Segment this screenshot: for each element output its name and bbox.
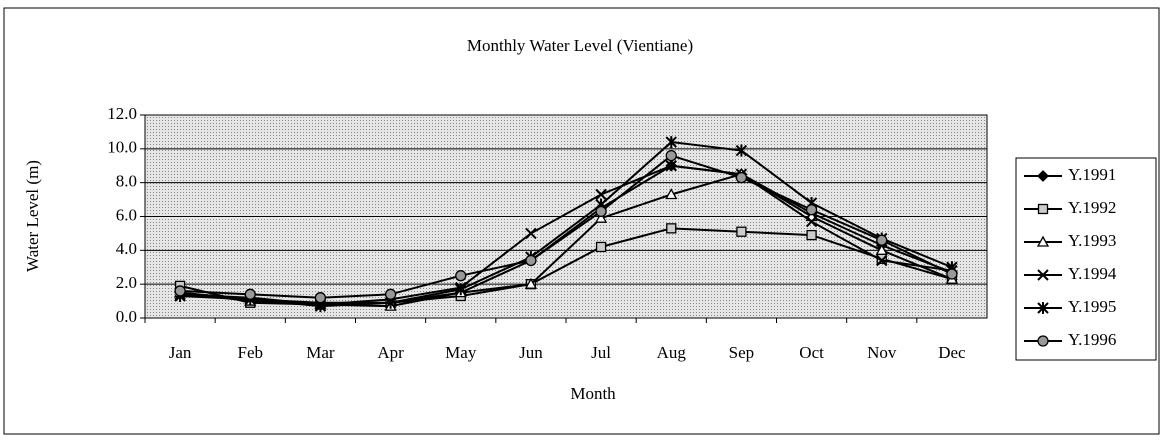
marker — [735, 144, 748, 157]
x-tick-label: Sep — [729, 343, 755, 362]
y-tick-label: 8.0 — [116, 172, 137, 191]
marker — [876, 254, 888, 267]
marker — [736, 226, 747, 237]
marker — [314, 292, 327, 304]
series-line — [180, 141, 953, 308]
y-tick-label: 4.0 — [116, 239, 137, 258]
marker — [525, 227, 537, 240]
legend-box — [1015, 157, 1157, 361]
marker — [1037, 170, 1049, 182]
x-tick-label: May — [445, 343, 477, 362]
marker — [1037, 203, 1049, 215]
marker — [665, 188, 678, 200]
x-tick-label: Dec — [938, 343, 966, 362]
marker — [805, 215, 818, 228]
marker — [595, 205, 607, 218]
marker — [665, 149, 677, 162]
legend-label: Y.1995 — [1068, 297, 1116, 316]
marker — [1037, 302, 1049, 314]
x-tick-label: Jul — [591, 343, 611, 362]
legend-label: Y.1996 — [1068, 330, 1116, 349]
marker — [455, 270, 467, 282]
x-tick-label: Nov — [867, 343, 897, 362]
chart-title: Monthly Water Level (Vientiane) — [467, 36, 693, 55]
y-tick-label: 6.0 — [116, 205, 137, 224]
marker — [1037, 335, 1049, 347]
marker — [875, 243, 888, 255]
x-tick-label: Feb — [238, 343, 264, 362]
legend-label: Y.1992 — [1068, 198, 1116, 217]
marker — [1036, 235, 1050, 247]
marker — [524, 277, 538, 289]
marker — [666, 223, 677, 234]
x-tick-label: Jun — [519, 343, 543, 362]
marker — [244, 288, 256, 300]
marker — [174, 285, 186, 297]
legend-label: Y.1993 — [1068, 231, 1116, 250]
x-tick-label: Jan — [169, 343, 192, 362]
marker — [595, 241, 607, 253]
y-tick-label: 12.0 — [107, 104, 137, 123]
x-axis-label: Month — [570, 384, 616, 403]
series-line — [180, 164, 953, 306]
marker — [525, 254, 537, 267]
marker — [455, 283, 467, 296]
y-axis-label: Water Level (m) — [23, 160, 42, 272]
x-tick-label: Mar — [306, 343, 335, 362]
marker — [665, 160, 677, 172]
x-tick-label: Aug — [657, 343, 687, 362]
marker — [735, 171, 748, 184]
x-tick-label: Oct — [799, 343, 824, 362]
marker — [384, 288, 397, 300]
marker — [665, 136, 677, 149]
marker — [595, 188, 607, 201]
y-tick-label: 0.0 — [116, 307, 137, 326]
legend-label: Y.1991 — [1068, 165, 1116, 184]
marker — [876, 234, 888, 246]
marker — [806, 229, 817, 241]
legend-label: Y.1994 — [1068, 264, 1117, 283]
x-tick-label: Apr — [377, 343, 404, 362]
series-line — [179, 164, 953, 304]
y-tick-label: 2.0 — [116, 273, 137, 292]
y-tick-label: 10.0 — [107, 138, 137, 157]
marker — [805, 204, 818, 216]
marker — [594, 211, 608, 223]
series-line — [180, 154, 953, 299]
marker — [1037, 269, 1049, 281]
marker — [946, 268, 958, 280]
